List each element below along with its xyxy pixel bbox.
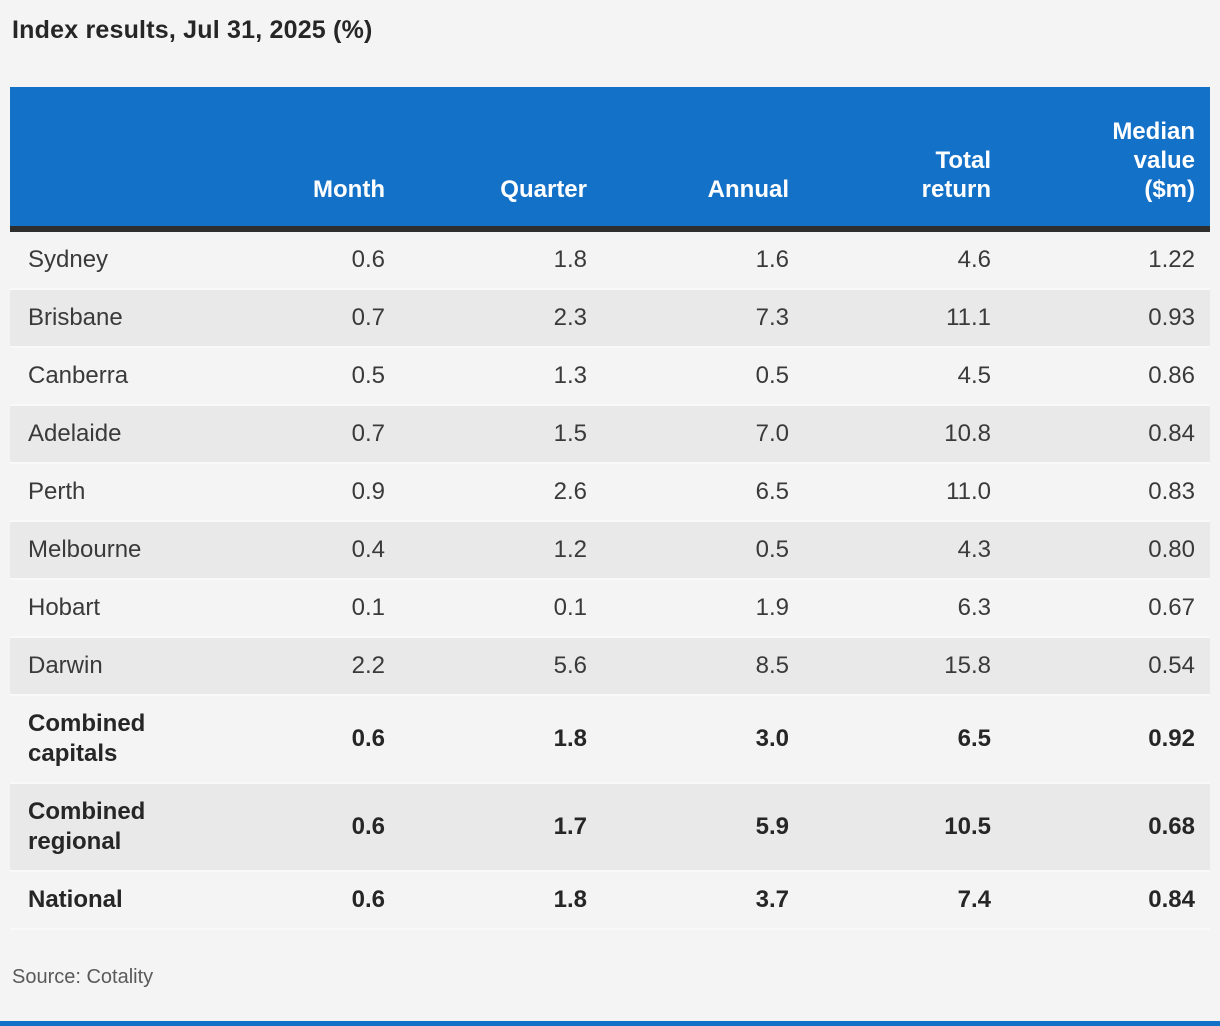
cell-quarter: 0.1	[553, 594, 587, 621]
table-row: Hobart 0.1 0.1 1.9 6.3 0.67	[10, 579, 1210, 637]
table-row: Combined regional 0.6 1.7 5.9 10.5 0.68	[10, 783, 1210, 871]
cell-annual: 3.7	[755, 886, 789, 913]
table-row: Adelaide 0.7 1.5 7.0 10.8 0.84	[10, 405, 1210, 463]
source-attribution: Source: Cotality	[12, 966, 154, 988]
cell-quarter: 1.8	[553, 725, 587, 752]
cell-annual: 0.5	[755, 362, 789, 389]
cell-total-return: 4.3	[957, 536, 991, 563]
table-row: Melbourne 0.4 1.2 0.5 4.3 0.80	[10, 521, 1210, 579]
cell-annual: 5.9	[755, 813, 789, 840]
cell-quarter: 1.3	[553, 362, 587, 389]
cell-quarter: 1.7	[553, 813, 587, 840]
cell-median-value: 1.22	[1148, 246, 1195, 273]
cell-total-return: 6.5	[957, 725, 991, 752]
cell-total-return: 11.0	[946, 478, 991, 505]
row-label: National	[28, 886, 123, 913]
column-header: Annual	[602, 87, 804, 232]
cell-quarter: 1.5	[553, 420, 587, 447]
column-header: Total return	[804, 87, 1006, 232]
cell-median-value: 0.93	[1148, 304, 1195, 331]
row-label: Combined regional	[28, 798, 146, 855]
cell-total-return: 7.4	[957, 886, 991, 913]
cell-quarter: 2.3	[553, 304, 587, 331]
table-header: Month Quarter Annual Total return Median val…	[10, 87, 1210, 232]
cell-month: 0.6	[351, 886, 385, 913]
cell-total-return: 4.5	[957, 362, 991, 389]
cell-annual: 3.0	[755, 725, 789, 752]
table-row: Combined capitals 0.6 1.8 3.0 6.5 0.92	[10, 695, 1210, 783]
column-header: Month	[235, 87, 400, 232]
table-row: Darwin 2.2 5.6 8.5 15.8 0.54	[10, 637, 1210, 695]
cell-quarter: 2.6	[553, 478, 587, 505]
table-row: Brisbane 0.7 2.3 7.3 11.1 0.93	[10, 289, 1210, 347]
column-header: Quarter	[400, 87, 602, 232]
bottom-accent-bar	[0, 1021, 1220, 1026]
index-results-table-wrap: Month Quarter Annual Total return Median val…	[10, 87, 1210, 930]
cell-median-value: 0.68	[1148, 813, 1195, 840]
index-results-table: Month Quarter Annual Total return Median val…	[10, 87, 1210, 930]
cell-quarter: 1.2	[553, 536, 587, 563]
column-header: Median value ($m)	[1006, 87, 1210, 232]
cell-total-return: 4.6	[957, 246, 991, 273]
cell-median-value: 0.86	[1148, 362, 1195, 389]
page-title: Index results, Jul 31, 2025 (%)	[12, 16, 373, 44]
cell-median-value: 0.92	[1148, 725, 1195, 752]
cell-quarter: 1.8	[553, 246, 587, 273]
cell-median-value: 0.67	[1148, 594, 1195, 621]
cell-annual: 0.5	[755, 536, 789, 563]
row-label: Combined capitals	[28, 710, 146, 767]
table-row: National 0.6 1.8 3.7 7.4 0.84	[10, 871, 1210, 929]
cell-month: 0.7	[351, 420, 385, 447]
row-label: Adelaide	[28, 420, 122, 447]
cell-total-return: 15.8	[944, 652, 991, 679]
cell-median-value: 0.54	[1148, 652, 1195, 679]
cell-annual: 1.9	[755, 594, 789, 621]
cell-median-value: 0.84	[1148, 886, 1195, 913]
cell-median-value: 0.80	[1148, 536, 1195, 563]
row-label: Perth	[28, 478, 86, 505]
table-header-row: Month Quarter Annual Total return Median val…	[10, 87, 1210, 232]
cell-annual: 8.5	[755, 652, 789, 679]
cell-month: 0.9	[351, 478, 385, 505]
cell-annual: 7.3	[755, 304, 789, 331]
cell-month: 0.5	[351, 362, 385, 389]
cell-total-return: 10.5	[944, 813, 991, 840]
cell-month: 0.6	[351, 246, 385, 273]
cell-month: 2.2	[351, 652, 385, 679]
cell-month: 0.1	[351, 594, 385, 621]
cell-month: 0.7	[351, 304, 385, 331]
row-label: Darwin	[28, 652, 103, 679]
cell-annual: 1.6	[755, 246, 789, 273]
cell-quarter: 1.8	[553, 886, 587, 913]
cell-total-return: 6.3	[957, 594, 991, 621]
cell-median-value: 0.83	[1148, 478, 1195, 505]
cell-annual: 7.0	[755, 420, 789, 447]
cell-total-return: 11.1	[946, 304, 991, 331]
cell-median-value: 0.84	[1148, 420, 1195, 447]
table-row: Sydney 0.6 1.8 1.6 4.6 1.22	[10, 229, 1210, 289]
row-label: Sydney	[28, 246, 109, 273]
cell-month: 0.4	[351, 536, 385, 563]
table-row: Perth 0.9 2.6 6.5 11.0 0.83	[10, 463, 1210, 521]
cell-annual: 6.5	[755, 478, 789, 505]
table-body: Sydney 0.6 1.8 1.6 4.6 1.22 Brisbane 0.7 2.3 7.3 1…	[10, 229, 1210, 929]
row-label: Canberra	[28, 362, 129, 389]
table-row: Canberra 0.5 1.3 0.5 4.5 0.86	[10, 347, 1210, 405]
column-header-region	[10, 87, 235, 232]
row-label: Brisbane	[28, 304, 123, 331]
cell-month: 0.6	[351, 725, 385, 752]
cell-quarter: 5.6	[553, 652, 587, 679]
cell-month: 0.6	[351, 813, 385, 840]
cell-total-return: 10.8	[944, 420, 991, 447]
row-label: Hobart	[28, 594, 101, 621]
row-label: Melbourne	[28, 536, 142, 563]
